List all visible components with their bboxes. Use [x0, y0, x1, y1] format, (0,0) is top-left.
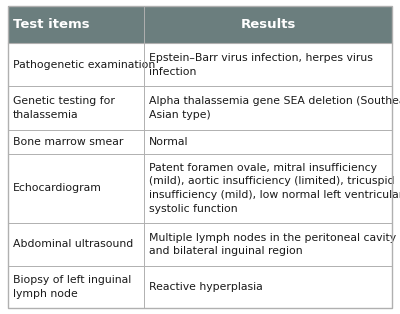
Bar [8, 154, 392, 223]
Bar [8, 130, 392, 154]
Text: Test items: Test items [13, 18, 90, 31]
Bar [8, 223, 392, 266]
Text: Reactive hyperplasia: Reactive hyperplasia [149, 282, 263, 292]
Text: Alpha thalassemia gene SEA deletion (Southeast
Asian type): Alpha thalassemia gene SEA deletion (Sou… [149, 96, 400, 120]
Text: Results: Results [240, 18, 296, 31]
Bar [8, 6, 392, 43]
Text: Bone marrow smear: Bone marrow smear [13, 137, 123, 147]
Text: Multiple lymph nodes in the peritoneal cavity
and bilateral inguinal region: Multiple lymph nodes in the peritoneal c… [149, 233, 396, 256]
Bar [8, 86, 392, 130]
Text: Echocardiogram: Echocardiogram [13, 183, 102, 193]
Text: Pathogenetic examination: Pathogenetic examination [13, 60, 155, 70]
Bar [8, 266, 392, 308]
Bar [8, 43, 392, 86]
Text: Epstein–Barr virus infection, herpes virus
infection: Epstein–Barr virus infection, herpes vir… [149, 53, 373, 77]
Text: Biopsy of left inguinal
lymph node: Biopsy of left inguinal lymph node [13, 275, 131, 299]
Text: Abdominal ultrasound: Abdominal ultrasound [13, 239, 133, 249]
Text: Genetic testing for
thalassemia: Genetic testing for thalassemia [13, 96, 115, 120]
Text: Normal: Normal [149, 137, 189, 147]
Text: Patent foramen ovale, mitral insufficiency
(mild), aortic insufficiency (limited: Patent foramen ovale, mitral insufficien… [149, 163, 400, 214]
